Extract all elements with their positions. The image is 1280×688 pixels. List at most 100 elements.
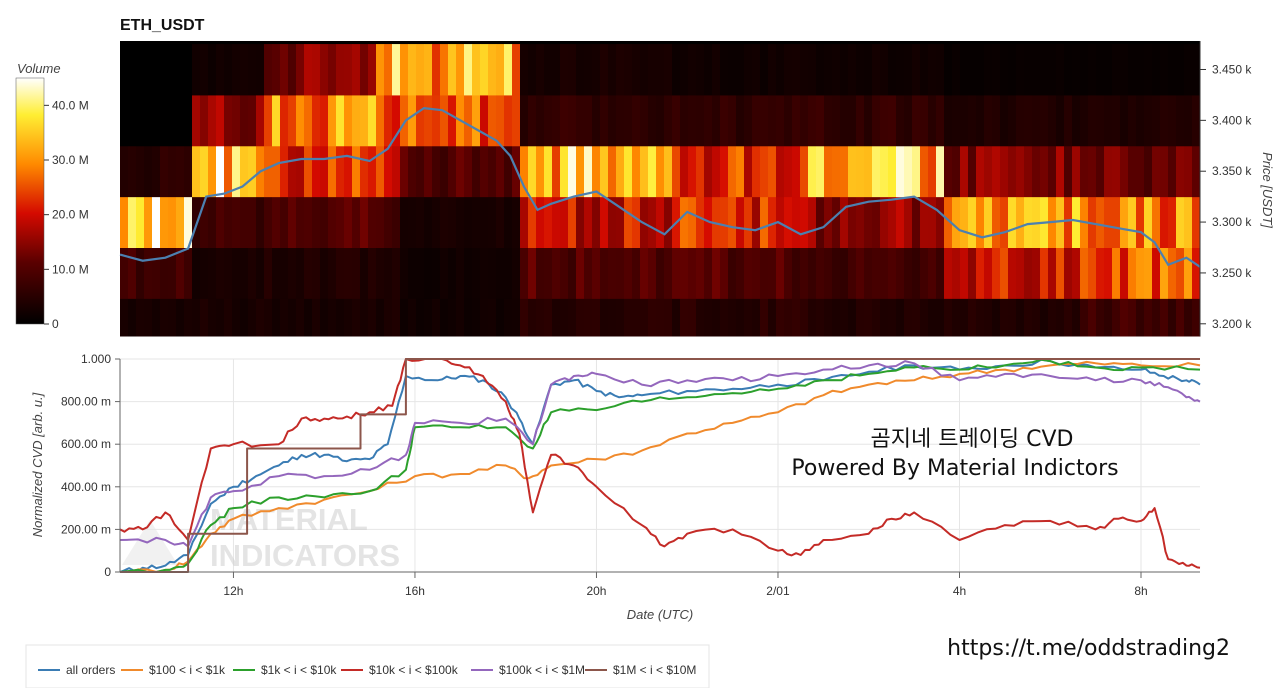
heatmap-cell <box>784 247 793 299</box>
heatmap-cell <box>680 145 689 198</box>
heatmap-cell <box>216 298 225 337</box>
heatmap-cell <box>952 44 961 96</box>
legend: all orders $100 < i < $1k $1k < i < $10k $1… <box>38 663 696 677</box>
heatmap-cell <box>584 94 593 147</box>
heatmap-cell <box>344 94 353 147</box>
heatmap-cell <box>944 298 953 337</box>
heatmap-cell <box>544 44 553 96</box>
heatmap-cell <box>296 196 305 248</box>
heatmap-cell <box>232 145 241 198</box>
heatmap-cell <box>840 44 849 96</box>
heatmap-cell <box>688 44 697 96</box>
heatmap-cell <box>904 298 913 337</box>
heatmap-cell <box>912 247 921 299</box>
heatmap-cell <box>536 44 545 96</box>
heatmap-cell <box>496 94 505 147</box>
cvd-x-tick-label: 20h <box>586 584 606 598</box>
heatmap-cell <box>896 247 905 299</box>
cvd-y-tick-label: 1.000 <box>81 352 111 366</box>
heatmap-cell <box>976 145 985 198</box>
heatmap-cell <box>440 94 449 147</box>
heatmap-cell <box>576 44 585 96</box>
heatmap-cell <box>528 145 537 198</box>
heatmap-cell <box>688 145 697 198</box>
heatmap-cell <box>832 145 841 198</box>
heatmap-cell <box>496 145 505 198</box>
heatmap-cell <box>272 94 281 147</box>
heatmap-cell <box>1152 145 1161 198</box>
heatmap-cell <box>1088 298 1097 337</box>
cvd-series-line <box>119 360 1201 548</box>
heatmap-cell <box>912 145 921 198</box>
heatmap-cell <box>1056 196 1065 248</box>
heatmap-cell <box>792 145 801 198</box>
heatmap-cell <box>904 247 913 299</box>
heatmap-cell <box>512 44 521 96</box>
heatmap-cell <box>992 247 1001 299</box>
heatmap-cell <box>248 196 257 248</box>
cvd-series-line <box>120 360 1201 573</box>
heatmap-cell <box>304 196 313 248</box>
heatmap-cell <box>1184 94 1193 147</box>
heatmap-cell <box>288 196 297 248</box>
colorbar-title: Volume <box>17 61 61 76</box>
heatmap-cell <box>680 94 689 147</box>
heatmap-cell <box>1184 145 1193 198</box>
heatmap-cell <box>896 94 905 147</box>
cvd-series-line <box>120 358 1200 573</box>
cvd-y-tick-label: 600.00 m <box>61 437 111 451</box>
heatmap-cell <box>488 145 497 198</box>
heatmap-cell <box>1168 298 1177 337</box>
heatmap-cell <box>160 145 169 198</box>
heatmap-cell <box>792 94 801 147</box>
heatmap-cell <box>960 298 969 337</box>
heatmap-cell <box>168 145 177 198</box>
heatmap-cell <box>472 247 481 299</box>
heatmap-cell <box>424 298 433 337</box>
heatmap-cell <box>296 298 305 337</box>
heatmap-cell <box>480 298 489 337</box>
heatmap-cell <box>928 298 937 337</box>
heatmap-cell <box>208 94 217 147</box>
heatmap-cell <box>352 145 361 198</box>
heatmap-cell <box>136 94 145 147</box>
heatmap-cell <box>152 298 161 337</box>
heatmap-cell <box>888 196 897 248</box>
heatmap-cell <box>128 196 137 248</box>
heatmap-cell <box>1168 145 1177 198</box>
heatmap-cell <box>416 247 425 299</box>
heatmap-cell <box>208 247 217 299</box>
heatmap-cell <box>1112 145 1121 198</box>
heatmap-cell <box>432 44 441 96</box>
heatmap-cell <box>472 44 481 96</box>
heatmap-cell <box>768 145 777 198</box>
heatmap-cell <box>944 94 953 147</box>
heatmap-cell <box>344 247 353 299</box>
heatmap-cell <box>832 298 841 337</box>
heatmap-cell <box>1088 145 1097 198</box>
heatmap-cell <box>200 196 209 248</box>
heatmap-cell <box>784 145 793 198</box>
heatmap-cell <box>880 196 889 248</box>
heatmap-cell <box>504 94 513 147</box>
heatmap-cell <box>816 247 825 299</box>
heatmap-cell <box>304 145 313 198</box>
heatmap-cell <box>528 298 537 337</box>
heatmap-cell <box>552 145 561 198</box>
heatmap-cell <box>464 247 473 299</box>
heatmap-cell <box>1000 196 1009 248</box>
overlay-title: 곰지네 트레이딩 CVD <box>870 427 1073 452</box>
heatmap-cell <box>296 94 305 147</box>
heatmap-cell <box>872 196 881 248</box>
heatmap-cell <box>704 44 713 96</box>
heatmap-cell <box>1040 94 1049 147</box>
heatmap-cell <box>1136 298 1145 337</box>
heatmap-cell <box>400 247 409 299</box>
cvd-y-axis-label: Normalized CVD [arb. u.] <box>30 392 45 537</box>
heatmap-cell <box>920 247 929 299</box>
heatmap-cell <box>280 44 289 96</box>
heatmap-cell <box>240 298 249 337</box>
heatmap-cell <box>1040 145 1049 198</box>
heatmap-cell <box>360 298 369 337</box>
heatmap-cell <box>808 145 817 198</box>
